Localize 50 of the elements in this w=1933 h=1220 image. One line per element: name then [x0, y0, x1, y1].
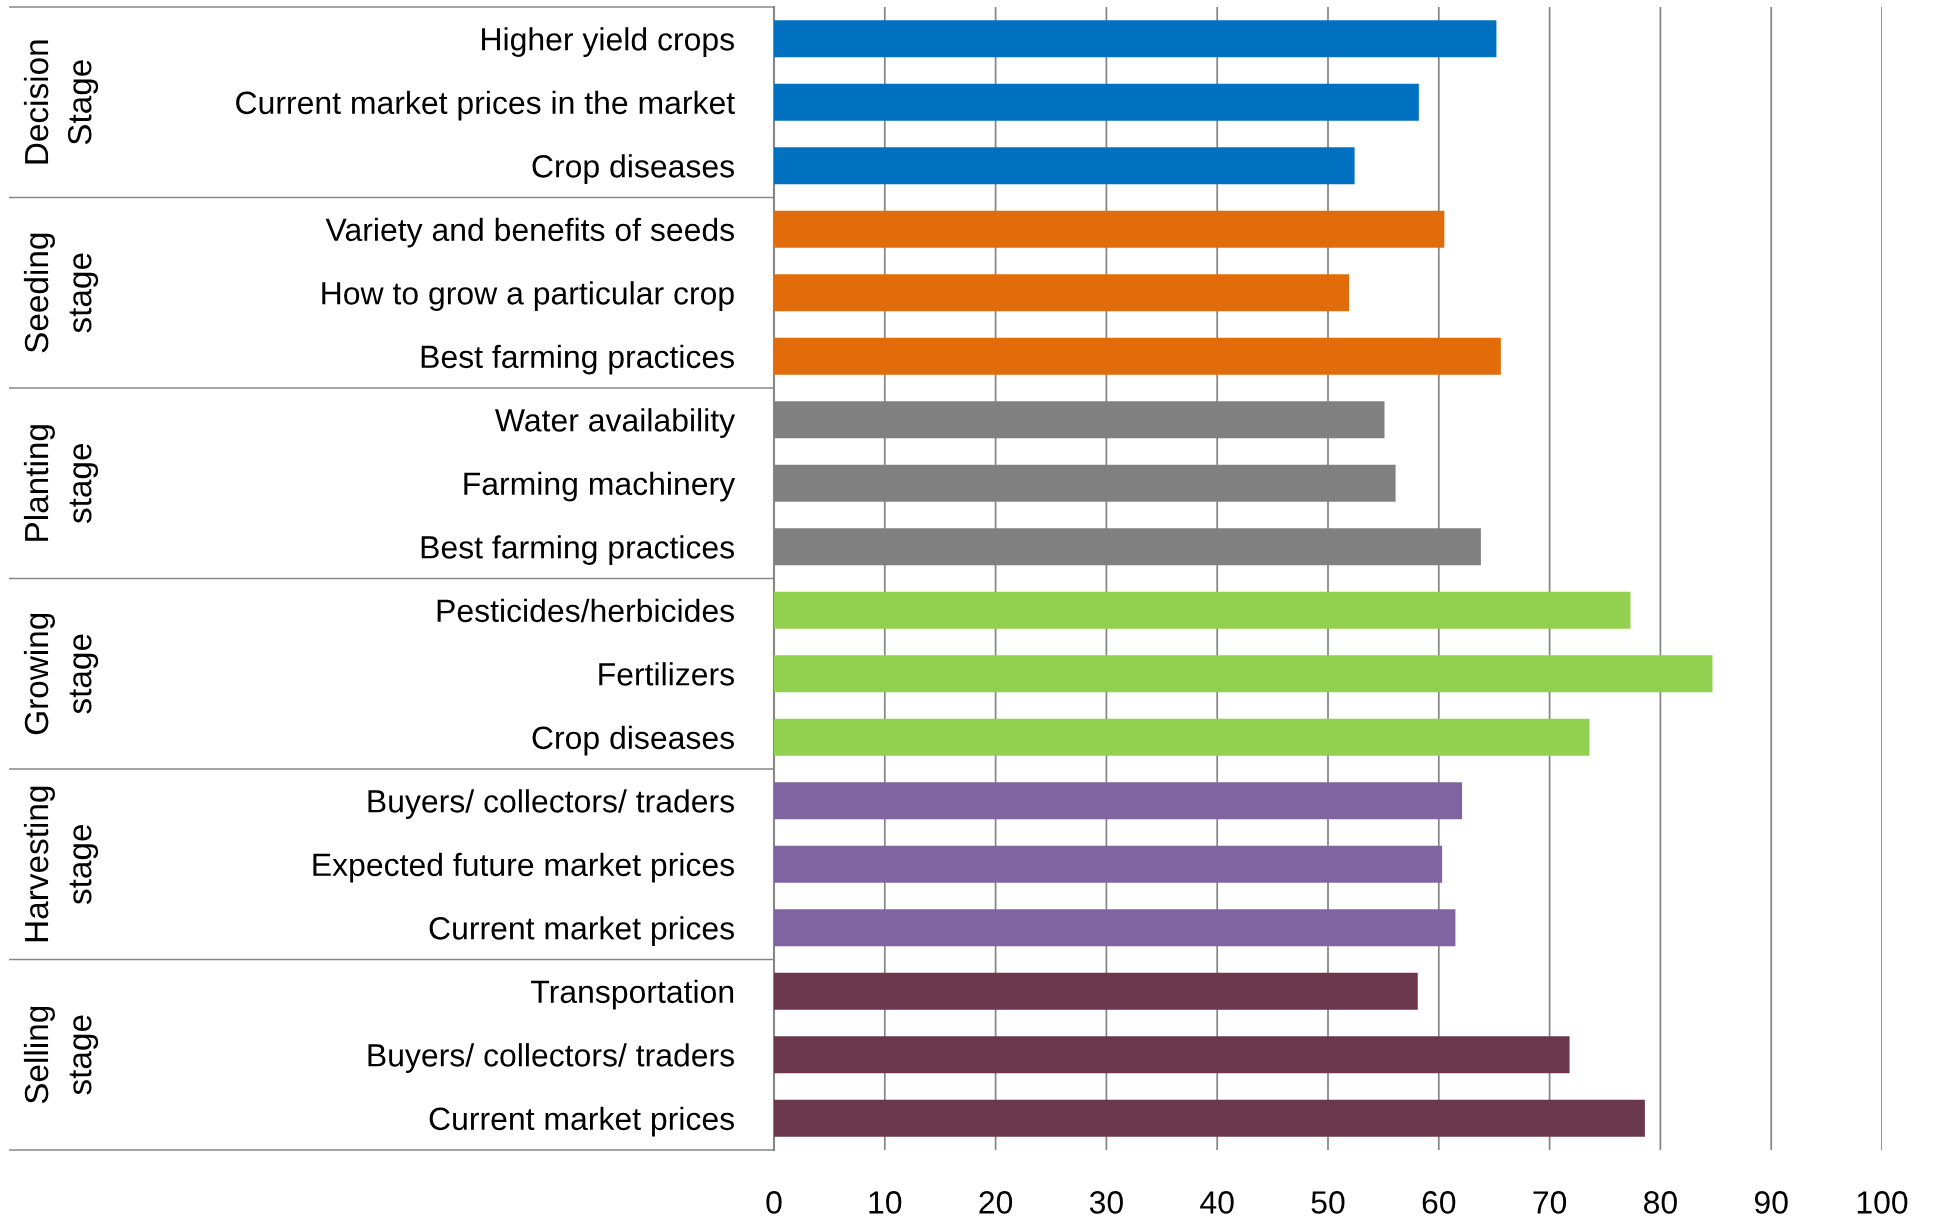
bar — [774, 591, 1631, 629]
y-tick-label: How to grow a particular crop — [322, 281, 734, 311]
y-tick-label: Crop diseases — [532, 725, 734, 756]
bar — [774, 274, 1350, 312]
text: Selling stage — [23, 1006, 99, 1104]
bar — [774, 20, 1497, 58]
y-tick-label: Crop diseases — [532, 154, 734, 184]
bar — [774, 718, 1590, 756]
bar — [774, 655, 1713, 693]
x-tick-label: 50 — [1311, 1191, 1345, 1214]
bar — [774, 337, 1501, 375]
text: Harvesting stage — [23, 786, 99, 942]
y-tick-label: Buyers/ collectors/ traders — [368, 1043, 734, 1073]
x-tick-label: 0 — [766, 1191, 782, 1214]
y-tick-label: Water availability — [495, 408, 736, 438]
x-tick-label: 100 — [1857, 1191, 1908, 1214]
x-tick-label: 60 — [1422, 1191, 1456, 1214]
x-tick-label: 80 — [1644, 1191, 1677, 1214]
bar — [774, 782, 1463, 820]
x-tick-label: 40 — [1200, 1191, 1234, 1214]
bar — [774, 909, 1456, 947]
y-tick-label: Fertilizers — [599, 662, 734, 686]
bar — [774, 972, 1418, 1010]
x-tick-label: 10 — [869, 1191, 902, 1214]
x-tick-label: 20 — [979, 1191, 1013, 1214]
bar — [774, 147, 1355, 185]
bar — [774, 1036, 1570, 1074]
text: Decision Stage — [23, 40, 99, 164]
y-tick-label: Farming machinery — [464, 471, 736, 502]
bar — [774, 845, 1443, 883]
bar — [774, 1099, 1645, 1137]
y-tick-label: Current market prices — [429, 1106, 734, 1137]
y-tick-label: Transportation — [531, 979, 734, 1010]
y-tick-label: Expected future market prices — [313, 852, 734, 883]
y-tick-label: Pesticides/herbicides — [437, 598, 734, 623]
x-tick-label: 70 — [1533, 1191, 1567, 1214]
y-tick-label: Best farming practices — [421, 344, 734, 375]
y-tick-label: Higher yield crops — [482, 27, 734, 57]
text: Seeding stage — [23, 233, 99, 353]
text: Planting stage — [23, 425, 99, 541]
y-tick-label: Current market prices in the market — [236, 90, 735, 121]
y-tick-label: Variety and benefits of seeds — [325, 217, 734, 248]
x-tick-label: 90 — [1754, 1191, 1788, 1214]
y-tick-label: Best farming practices — [421, 535, 734, 565]
x-tick-label: 30 — [1089, 1191, 1123, 1214]
text: Growing stage — [23, 613, 99, 735]
y-tick-label: Buyers/ collectors/ traders — [368, 789, 734, 819]
bar — [774, 83, 1419, 121]
bar — [774, 210, 1445, 248]
y-tick-label: Current market prices — [429, 916, 734, 946]
